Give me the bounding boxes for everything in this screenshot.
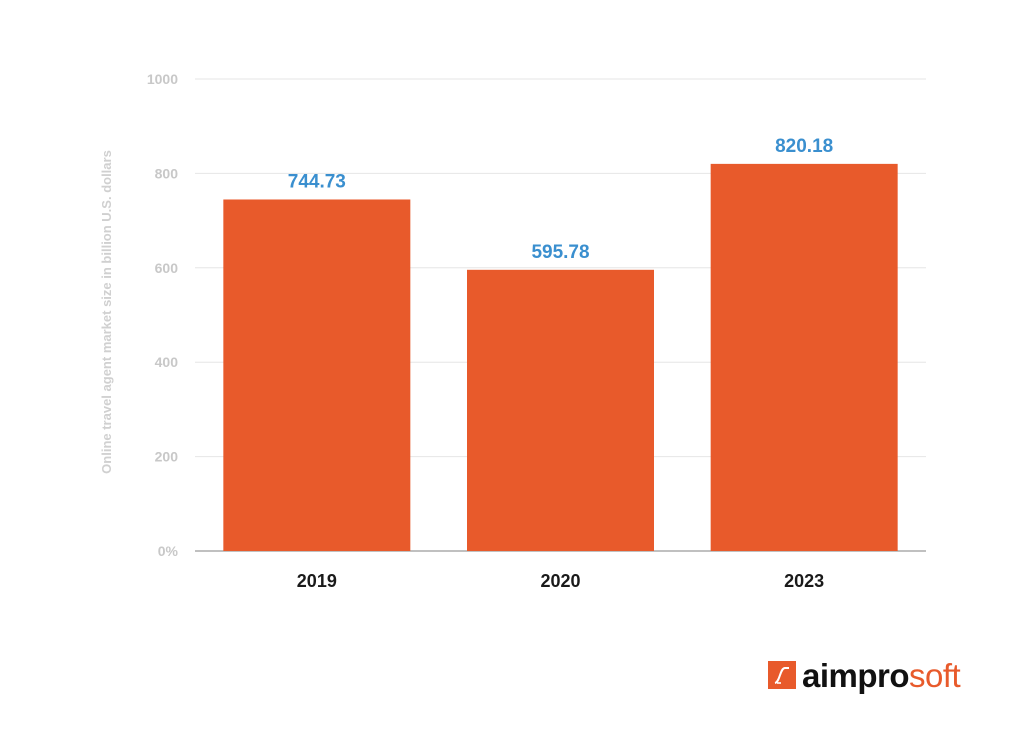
y-axis-label: Online travel agent market size in billi… (99, 150, 114, 474)
bar-2019 (223, 199, 411, 552)
aimprosoft-logo: aimprosoft (768, 655, 961, 695)
bar-2023 (710, 163, 898, 551)
x-tick-label: 2023 (784, 571, 824, 591)
x-tick-label: 2019 (297, 571, 337, 591)
y-tick-label: 200 (155, 449, 179, 465)
y-tick-label: 600 (155, 260, 179, 276)
y-tick-label: 0% (158, 543, 179, 559)
logo-wordmark: aimprosoft (802, 656, 961, 694)
aimprosoft-logo-icon (768, 661, 796, 689)
bar-2020 (467, 269, 654, 551)
y-tick-label: 400 (155, 354, 179, 370)
bar-value-label: 595.78 (531, 242, 589, 263)
bar-value-label: 744.73 (288, 171, 346, 192)
x-tick-label: 2020 (540, 571, 580, 591)
y-tick-label: 800 (155, 165, 179, 181)
bar-value-label: 820.18 (775, 136, 833, 157)
y-tick-label: 1000 (147, 71, 178, 87)
